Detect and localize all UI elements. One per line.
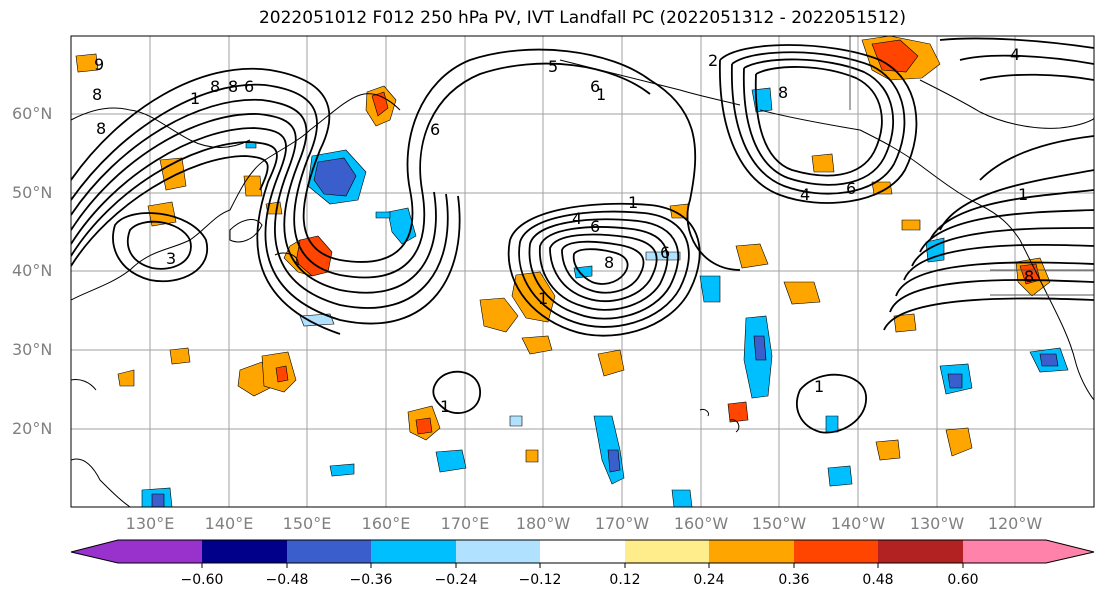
lon-label: 170°W xyxy=(594,514,650,533)
contour-label: 6 xyxy=(590,77,600,96)
lat-label: 60°N xyxy=(12,104,53,123)
contour-label: 1 xyxy=(628,193,638,212)
contour-label: 1 xyxy=(1018,185,1028,204)
lat-label: 20°N xyxy=(12,419,53,438)
pv-contours xyxy=(71,37,1094,434)
lon-label: 140°E xyxy=(204,514,254,533)
contour-label: 1 xyxy=(814,377,824,396)
lon-label: 180°W xyxy=(515,514,571,533)
colorbar-segment xyxy=(709,540,794,563)
contour-label: 6 xyxy=(244,77,254,96)
map-title: 2022051012 F012 250 hPa PV, IVT Landfall… xyxy=(258,8,906,28)
lon-label: 160°W xyxy=(673,514,729,533)
lon-label: 140°W xyxy=(830,514,886,533)
contour-label: 6 xyxy=(846,179,856,198)
contour-label: 6 xyxy=(590,217,600,236)
colorbar-tick-label: 0.60 xyxy=(947,572,979,588)
contour-label: 8 xyxy=(96,119,106,138)
colorbar-segment xyxy=(371,540,456,563)
lon-label: 160°E xyxy=(361,514,411,533)
contour-label: 8 xyxy=(1024,267,1034,286)
colorbar-tick-label: 0.12 xyxy=(609,572,641,588)
coastlines xyxy=(71,36,1094,507)
contour-label: 6 xyxy=(430,120,440,139)
colorbar-segment xyxy=(202,540,287,563)
colorbar-segment xyxy=(540,540,625,563)
lon-label: 150°W xyxy=(751,514,807,533)
colorbar-tick-label: 0.36 xyxy=(778,572,810,588)
colorbar-segment xyxy=(963,540,1094,563)
contour-label: 4 xyxy=(800,185,810,204)
contour-label: 1 xyxy=(190,89,200,108)
colorbar xyxy=(70,539,1095,568)
colorbar-tick-label: 0.48 xyxy=(862,572,894,588)
contour-label: 4 xyxy=(572,209,582,228)
contour-label: 3 xyxy=(166,249,176,268)
contour-label: 8 xyxy=(778,83,788,102)
colorbar-tick-label: −0.24 xyxy=(434,572,478,588)
colorbar-segment xyxy=(878,540,963,563)
contour-labels: 8 6 8 1 8 6 8 4 6 4 1 3 8 6 4 1 2 5 6 8 … xyxy=(92,45,1034,416)
contour-label: 9 xyxy=(94,55,104,74)
lat-label: 40°N xyxy=(12,261,53,280)
colorbar-tick-label: −0.12 xyxy=(518,572,562,588)
contour-label: 1 xyxy=(596,85,606,104)
colorbar-tick-label: −0.36 xyxy=(349,572,393,588)
contour-label: 6 xyxy=(660,243,670,262)
contour-label: 4 xyxy=(1010,45,1020,64)
colorbar-segment xyxy=(625,540,709,563)
ivt-negative-areas xyxy=(141,87,1069,507)
colorbar-tick-label: 0.24 xyxy=(693,572,725,588)
ivt-positive-areas xyxy=(75,36,1051,463)
colorbar-tick-label: −0.60 xyxy=(180,572,224,588)
lon-label: 170°E xyxy=(440,514,490,533)
map-frame xyxy=(70,35,1095,508)
lon-label: 150°E xyxy=(282,514,332,533)
contour-label: 1 xyxy=(440,397,450,416)
contour-label: 2 xyxy=(708,51,718,70)
contour-label: 5 xyxy=(548,57,558,76)
lon-label: 130°E xyxy=(125,514,175,533)
lat-label: 50°N xyxy=(12,183,53,202)
colorbar-segment xyxy=(287,540,371,563)
contour-label: 8 xyxy=(210,77,220,96)
contour-label: 8 xyxy=(92,85,102,104)
colorbar-segment xyxy=(456,540,540,563)
colorbar-segment xyxy=(71,540,202,563)
lon-label: 120°W xyxy=(987,514,1043,533)
contour-label: 8 xyxy=(604,253,614,272)
colorbar-tick-label: −0.48 xyxy=(265,572,309,588)
contour-label: 1 xyxy=(538,289,548,308)
lon-label: 130°W xyxy=(909,514,965,533)
colorbar-segment xyxy=(794,540,878,563)
contour-label: 8 xyxy=(228,77,238,96)
lat-label: 30°N xyxy=(12,340,53,359)
